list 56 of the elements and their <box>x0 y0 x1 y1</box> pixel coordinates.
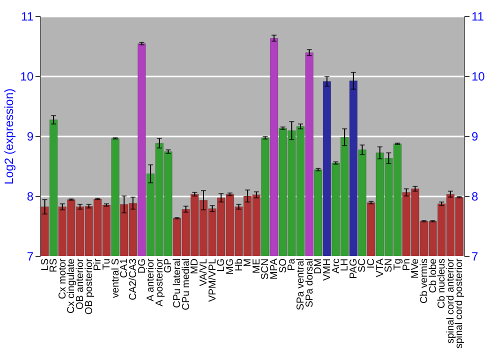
y2-tick-label: 10 <box>472 70 486 84</box>
x-tick-label: VPM/VPL <box>207 258 218 302</box>
x-tick-label: M <box>242 258 254 267</box>
x-tick-label: A posterior <box>154 258 166 306</box>
x-tick-label: RS <box>48 258 60 272</box>
x-tick-label: LS <box>40 258 51 271</box>
x-tick-label: LG <box>216 258 228 272</box>
x-tick-label: Pa <box>286 258 298 271</box>
x-tick-label: Cb lobe <box>428 258 439 293</box>
x-tick-label: Pn <box>401 258 412 271</box>
x-tick-label: Tg <box>392 258 404 270</box>
x-tick-label: SO <box>278 258 289 273</box>
x-tick-label: CA1 <box>119 258 130 278</box>
y-tick-label: 10 <box>20 70 34 84</box>
x-tick-label: spinal cord anterior <box>445 258 456 344</box>
x-tick-label: CPu medial <box>180 258 192 310</box>
x-tick-label: LH <box>340 258 351 272</box>
x-tick-label: Pir <box>92 258 104 271</box>
y2-tick-label: 8 <box>472 190 478 204</box>
x-tick-label: SN <box>384 258 395 272</box>
x-tick-label: SPa dorsal <box>304 258 316 308</box>
y2-tick-label: 9 <box>472 130 478 144</box>
x-tick-label: Cx cingulate <box>66 258 78 314</box>
x-tick-label: DG <box>136 258 148 274</box>
x-tick-label: A anterior <box>146 258 157 302</box>
x-tick-label: ventral S <box>110 258 122 298</box>
x-tick-label: DM <box>313 258 324 274</box>
y-tick-label: 8 <box>26 190 34 204</box>
x-tick-label: GP <box>163 258 174 273</box>
x-tick-label: ME <box>251 258 262 274</box>
x-tick-label: MPA <box>269 258 280 280</box>
y2-tick-label: 7 <box>472 250 478 264</box>
x-tick-label: MG <box>224 258 236 275</box>
x-tick-label: Cx motor <box>57 258 68 300</box>
x-tick-label: VTA <box>374 258 386 278</box>
y-axis-title: Log2 (expression) <box>2 88 16 185</box>
x-tick-label: Cb vermis <box>418 258 430 304</box>
x-tick-label: CA2/CA3 <box>128 258 139 300</box>
y-tick-label: 9 <box>26 130 34 144</box>
x-tick-label: SC <box>357 258 368 272</box>
x-tick-label: PAG <box>348 258 360 279</box>
x-tick-label: Arc <box>330 258 342 274</box>
x-tick-label: OB posterior <box>84 258 95 315</box>
y-tick-label: 11 <box>21 10 34 24</box>
x-tick-label: OB anterior <box>75 258 86 310</box>
x-tick-label: Hb <box>234 258 245 272</box>
x-tick-label: VA/VL <box>198 258 210 286</box>
y-tick-label: 7 <box>26 250 34 264</box>
x-tick-label: Cb nucleus <box>436 258 448 309</box>
x-tick-label: MVe <box>410 258 422 279</box>
x-tick-label: IC <box>366 258 378 268</box>
y2-tick-label: 11 <box>472 10 484 24</box>
x-tick-label: Tu <box>101 258 112 270</box>
x-tick-label: spinal cord posterior <box>454 258 466 349</box>
x-tick-label: SCN <box>260 258 272 280</box>
x-tick-label: VMH <box>322 258 333 281</box>
